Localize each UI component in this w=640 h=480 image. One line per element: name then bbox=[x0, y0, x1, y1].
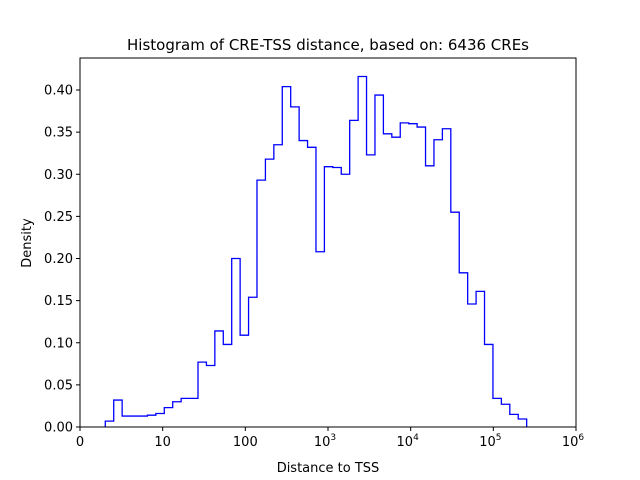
histogram-bin bbox=[485, 344, 493, 427]
histogram-bin bbox=[164, 408, 172, 427]
histogram-bin bbox=[147, 415, 155, 427]
histogram-bin bbox=[232, 259, 240, 427]
x-tick-base: 10 bbox=[397, 435, 414, 450]
histogram-bin bbox=[459, 273, 467, 427]
y-tick-label: 0.35 bbox=[44, 126, 73, 141]
histogram-bin bbox=[358, 77, 366, 427]
histogram-bin bbox=[122, 416, 130, 427]
x-tick-base: 0 bbox=[76, 435, 84, 450]
x-tick-label: 106 bbox=[562, 433, 585, 450]
histogram-bin bbox=[308, 147, 316, 427]
x-tick-exponent: 5 bbox=[496, 433, 502, 443]
histogram-bin bbox=[139, 416, 147, 427]
histogram-bin bbox=[426, 166, 434, 427]
histogram-bin bbox=[282, 87, 290, 427]
histogram-bin bbox=[367, 155, 375, 427]
y-tick-label: 0.40 bbox=[44, 84, 73, 99]
histogram-bin bbox=[173, 402, 181, 427]
histogram-bin bbox=[409, 124, 417, 427]
x-tick-exponent: 3 bbox=[330, 433, 336, 443]
y-tick-label: 0.15 bbox=[44, 294, 73, 309]
histogram-bin bbox=[501, 404, 509, 427]
chart-title: Histogram of CRE-TSS distance, based on:… bbox=[127, 36, 529, 54]
histogram-bin bbox=[223, 344, 231, 427]
histogram-bin bbox=[510, 414, 518, 427]
y-tick-label: 0.00 bbox=[44, 421, 73, 436]
histogram-bin bbox=[206, 366, 214, 428]
x-tick-base: 10 bbox=[154, 435, 171, 450]
histogram-bin bbox=[249, 297, 257, 427]
histogram-bin bbox=[291, 107, 299, 427]
y-axis-label: Density bbox=[20, 218, 35, 268]
histogram-step-line bbox=[104, 75, 528, 427]
histogram-bin bbox=[417, 127, 425, 427]
histogram-bin bbox=[518, 419, 526, 427]
histogram-bin bbox=[131, 416, 139, 427]
histogram-bin bbox=[240, 335, 248, 427]
histogram-bin bbox=[215, 331, 223, 427]
histogram-bin bbox=[257, 180, 265, 427]
x-tick-base: 10 bbox=[314, 435, 331, 450]
histogram-bin bbox=[468, 304, 476, 427]
histogram-bin bbox=[316, 252, 324, 427]
y-tick-label: 0.25 bbox=[44, 210, 73, 225]
x-tick-base: 100 bbox=[233, 435, 258, 450]
histogram-bin bbox=[274, 145, 282, 427]
histogram-bin bbox=[383, 134, 391, 427]
x-tick-exponent: 6 bbox=[578, 433, 584, 443]
histogram-bin bbox=[375, 95, 383, 427]
x-tick-label: 104 bbox=[397, 433, 420, 450]
x-tick-label: 10 bbox=[154, 435, 171, 450]
histogram-bin bbox=[434, 140, 442, 427]
y-tick-label: 0.30 bbox=[44, 168, 73, 183]
histogram-bin bbox=[114, 400, 122, 427]
histogram-bin bbox=[350, 120, 358, 427]
histogram-bin bbox=[442, 129, 450, 427]
x-axis-label: Distance to TSS bbox=[277, 461, 380, 476]
histogram-bin bbox=[265, 159, 273, 427]
x-tick-base: 10 bbox=[562, 435, 579, 450]
histogram-bin bbox=[198, 362, 206, 427]
histogram-bin bbox=[392, 137, 400, 427]
y-tick-label: 0.10 bbox=[44, 336, 73, 351]
histogram-bin bbox=[190, 398, 198, 427]
histogram-bin bbox=[341, 174, 349, 427]
x-tick-label: 100 bbox=[233, 435, 258, 450]
histogram-bin bbox=[299, 141, 307, 427]
histogram-bin bbox=[156, 414, 164, 427]
x-tick-label: 103 bbox=[314, 433, 336, 450]
histogram-bin bbox=[476, 291, 484, 427]
x-tick-base: 10 bbox=[479, 435, 496, 450]
histogram-bin bbox=[105, 421, 113, 427]
y-tick-label: 0.20 bbox=[44, 252, 73, 267]
histogram-bin bbox=[493, 398, 501, 427]
histogram-bin bbox=[451, 212, 459, 427]
histogram-bin bbox=[333, 168, 341, 427]
x-tick-label: 0 bbox=[76, 435, 84, 450]
histogram-bin bbox=[324, 167, 332, 427]
x-tick-exponent: 4 bbox=[413, 433, 419, 443]
y-tick-label: 0.05 bbox=[44, 378, 73, 393]
histogram-bin bbox=[400, 123, 408, 427]
x-tick-label: 105 bbox=[479, 433, 501, 450]
histogram-bin bbox=[181, 398, 189, 427]
